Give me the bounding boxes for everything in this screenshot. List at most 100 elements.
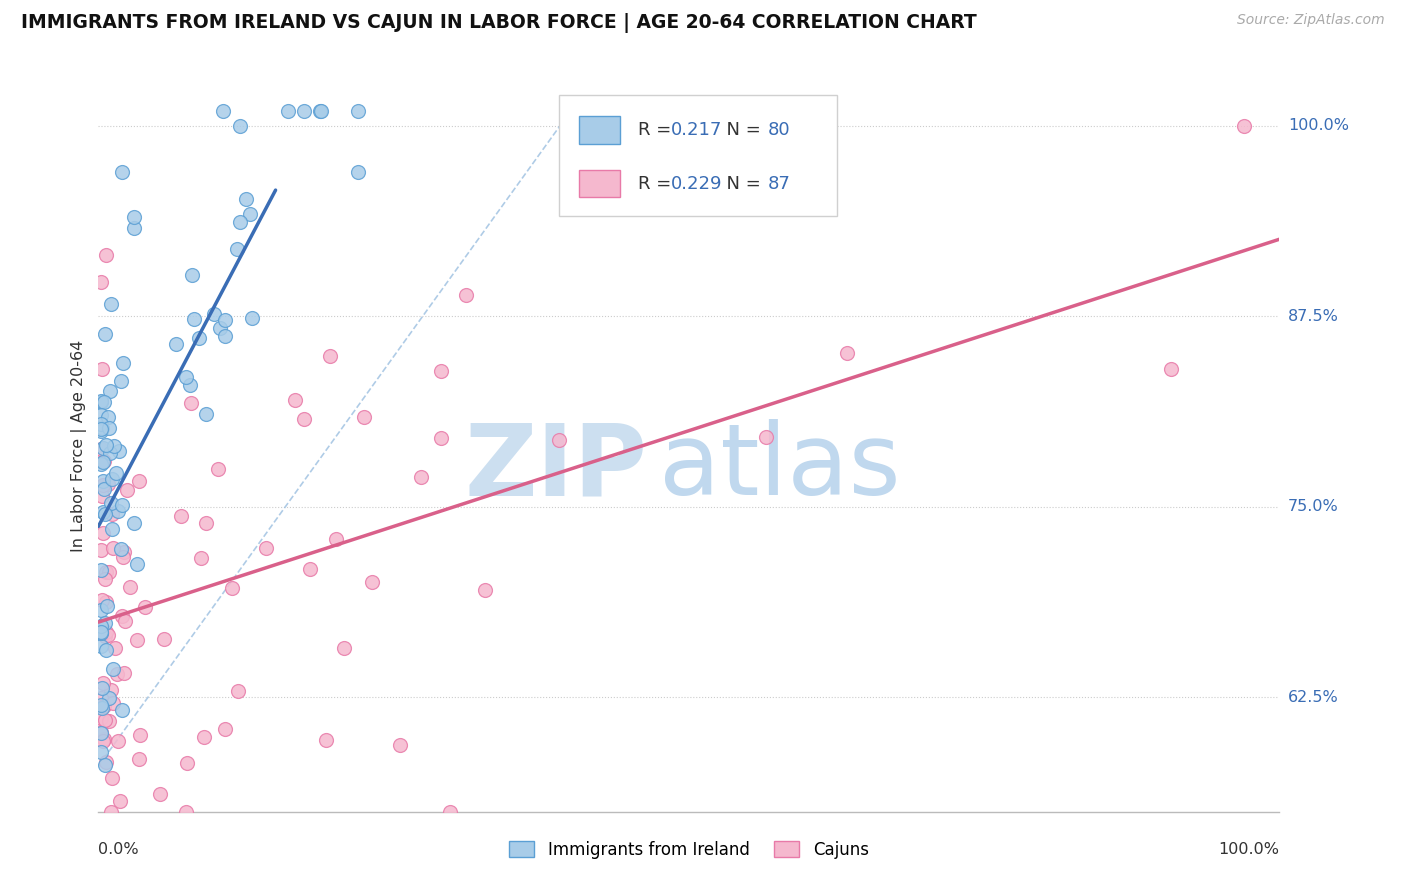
Point <box>112 550 135 565</box>
Point <box>284 392 307 407</box>
Point <box>110 541 132 556</box>
Point <box>107 504 129 518</box>
Text: 75.0%: 75.0% <box>1288 500 1339 515</box>
Legend: Immigrants from Ireland, Cajuns: Immigrants from Ireland, Cajuns <box>502 834 876 865</box>
Point <box>91 474 114 488</box>
Point <box>93 395 115 409</box>
Point <box>128 752 150 766</box>
Point <box>315 733 337 747</box>
Point <box>90 639 112 653</box>
Point <box>97 714 120 729</box>
Point <box>122 516 145 530</box>
Point <box>105 667 128 681</box>
Text: R =: R = <box>638 121 678 139</box>
Point <box>209 321 232 335</box>
Point <box>195 407 218 421</box>
Point <box>96 599 118 614</box>
Text: Source: ZipAtlas.com: Source: ZipAtlas.com <box>1237 13 1385 28</box>
Point <box>96 595 118 609</box>
Point <box>90 442 112 457</box>
Point <box>101 662 124 676</box>
Point <box>111 498 134 512</box>
Point <box>165 337 187 351</box>
Point <box>360 575 382 590</box>
Point <box>90 422 112 436</box>
Point <box>100 682 122 697</box>
Point <box>180 396 202 410</box>
Point <box>91 526 114 541</box>
FancyBboxPatch shape <box>579 169 620 197</box>
Point <box>90 625 112 640</box>
Point <box>90 626 112 640</box>
Point <box>755 430 778 444</box>
Point <box>93 731 115 746</box>
Point <box>94 713 117 727</box>
Point <box>100 296 122 310</box>
Point <box>221 581 243 595</box>
Text: IMMIGRANTS FROM IRELAND VS CAJUN IN LABOR FORCE | AGE 20-64 CORRELATION CHART: IMMIGRANTS FROM IRELAND VS CAJUN IN LABO… <box>21 13 977 33</box>
Text: 0.217: 0.217 <box>671 121 723 139</box>
Point <box>193 731 215 745</box>
Point <box>96 642 118 657</box>
Point <box>90 451 112 466</box>
Point <box>214 328 236 343</box>
Point <box>117 483 139 497</box>
Point <box>179 377 201 392</box>
Point <box>1233 119 1256 133</box>
Point <box>111 165 134 179</box>
Point <box>90 711 112 725</box>
Point <box>187 331 209 345</box>
Point <box>91 681 114 696</box>
Point <box>98 690 121 705</box>
Point <box>439 805 461 819</box>
Point <box>112 356 135 370</box>
Point <box>298 562 321 576</box>
Point <box>90 424 112 438</box>
Point <box>122 211 145 225</box>
Point <box>91 455 114 469</box>
Point <box>90 543 112 558</box>
Point <box>118 580 141 594</box>
Point <box>90 745 112 759</box>
Point <box>112 544 135 558</box>
Point <box>100 805 122 819</box>
Point <box>91 592 114 607</box>
Point <box>388 738 411 752</box>
Point <box>110 703 132 717</box>
Point <box>90 457 112 471</box>
Point <box>128 474 150 488</box>
Point <box>309 103 332 118</box>
Point <box>90 691 112 706</box>
Point <box>97 628 120 642</box>
Point <box>96 624 118 639</box>
Point <box>90 618 112 632</box>
Text: R =: R = <box>638 175 678 193</box>
Text: N =: N = <box>714 175 766 193</box>
Point <box>202 307 225 321</box>
Point <box>101 696 124 710</box>
Point <box>90 725 112 739</box>
Point <box>90 626 112 640</box>
Y-axis label: In Labor Force | Age 20-64: In Labor Force | Age 20-64 <box>72 340 87 552</box>
Point <box>180 268 202 282</box>
Point <box>254 541 277 555</box>
Point <box>101 472 124 486</box>
Point <box>101 522 124 536</box>
Point <box>91 505 114 519</box>
Point <box>101 508 124 522</box>
Point <box>411 470 433 484</box>
Point <box>90 725 112 739</box>
Point <box>91 441 114 455</box>
Point <box>332 640 354 655</box>
Point <box>176 756 198 771</box>
Point <box>347 103 370 118</box>
Point <box>174 369 197 384</box>
Point <box>153 632 176 646</box>
Point <box>105 466 128 480</box>
Point <box>190 551 212 566</box>
Point <box>122 220 145 235</box>
Point <box>90 603 112 617</box>
Point <box>454 288 477 302</box>
Text: atlas: atlas <box>659 419 901 516</box>
Point <box>108 443 131 458</box>
